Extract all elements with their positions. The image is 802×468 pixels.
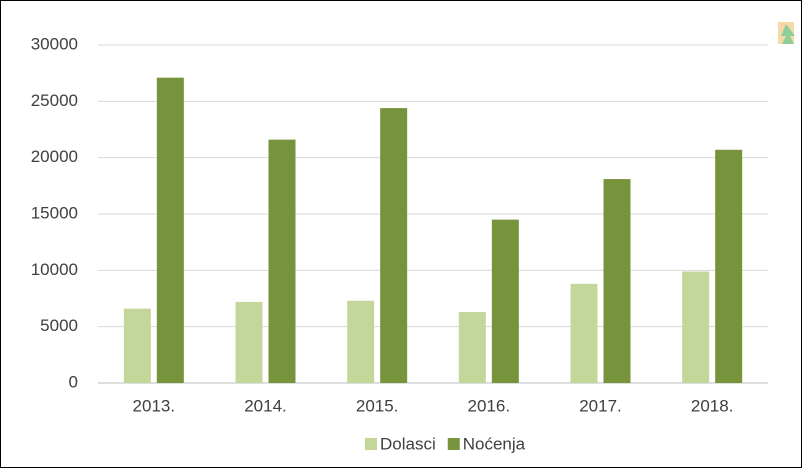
bar xyxy=(347,300,375,383)
bar xyxy=(682,271,710,383)
legend-swatch xyxy=(365,438,377,450)
bar xyxy=(268,139,296,383)
bar xyxy=(491,219,519,383)
x-tick-label: 2018. xyxy=(691,396,734,415)
legend-label: Noćenja xyxy=(463,434,526,453)
x-tick-label: 2015. xyxy=(356,396,399,415)
bar xyxy=(123,308,151,383)
bar xyxy=(603,179,631,383)
x-tick-label: 2017. xyxy=(579,396,622,415)
x-tick-label: 2014. xyxy=(244,396,287,415)
x-tick-label: 2013. xyxy=(133,396,176,415)
bar xyxy=(715,149,743,383)
bar xyxy=(380,108,408,384)
y-tick-label: 15000 xyxy=(31,203,78,222)
legend-label: Dolasci xyxy=(380,434,436,453)
bar xyxy=(570,283,598,383)
corner-icon xyxy=(778,22,795,44)
y-tick-label: 20000 xyxy=(31,147,78,166)
x-tick-label: 2016. xyxy=(468,396,511,415)
bar xyxy=(458,312,486,383)
legend-swatch xyxy=(447,438,460,450)
y-tick-label: 10000 xyxy=(31,260,78,279)
y-tick-label: 0 xyxy=(69,372,78,391)
bar xyxy=(156,77,184,383)
y-tick-label: 5000 xyxy=(40,316,78,335)
y-tick-label: 30000 xyxy=(31,34,78,53)
bar xyxy=(235,301,263,383)
y-tick-label: 25000 xyxy=(31,91,78,110)
